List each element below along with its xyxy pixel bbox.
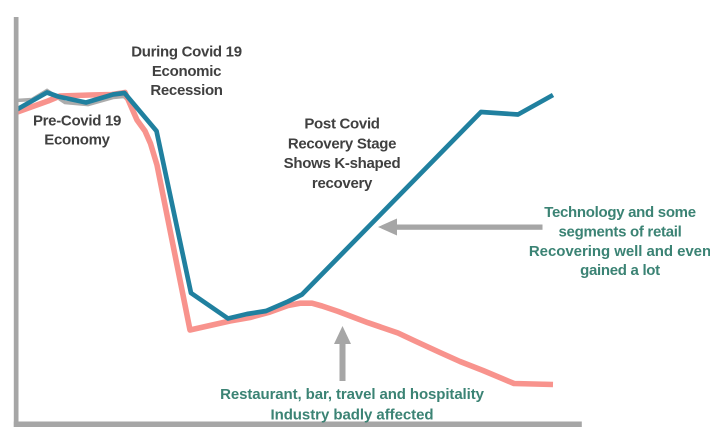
svg-text:Recovery Stage: Recovery Stage: [288, 136, 396, 153]
svg-text:Pre-Covid 19: Pre-Covid 19: [33, 112, 121, 129]
svg-text:recovery: recovery: [312, 175, 373, 192]
svg-text:Post Covid: Post Covid: [304, 116, 379, 133]
svg-text:During Covid 19: During Covid 19: [131, 43, 242, 60]
svg-text:Economic: Economic: [152, 63, 221, 80]
svg-text:Shows K-shaped: Shows K-shaped: [284, 155, 401, 172]
svg-text:segments of retail: segments of retail: [559, 223, 682, 240]
svg-text:Economy: Economy: [44, 132, 110, 149]
svg-text:Recovering well and even: Recovering well and even: [529, 243, 710, 260]
svg-text:Restaurant, bar, travel and ho: Restaurant, bar, travel and hospitality: [220, 386, 484, 403]
svg-text:gained a lot: gained a lot: [580, 262, 660, 279]
svg-text:Recession: Recession: [150, 82, 222, 99]
svg-text:Industry badly affected: Industry badly affected: [270, 406, 433, 423]
svg-text:Technology and some: Technology and some: [544, 204, 696, 221]
